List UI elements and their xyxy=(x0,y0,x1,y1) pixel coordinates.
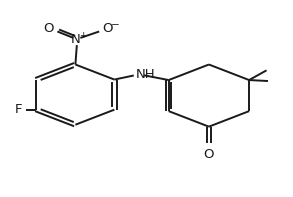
Text: O: O xyxy=(103,22,113,35)
Text: N: N xyxy=(71,33,80,46)
Text: F: F xyxy=(14,103,22,116)
Text: −: − xyxy=(111,20,120,30)
Text: +: + xyxy=(79,32,87,40)
Text: NH: NH xyxy=(136,68,156,81)
Text: O: O xyxy=(43,22,54,35)
Text: O: O xyxy=(204,148,214,161)
